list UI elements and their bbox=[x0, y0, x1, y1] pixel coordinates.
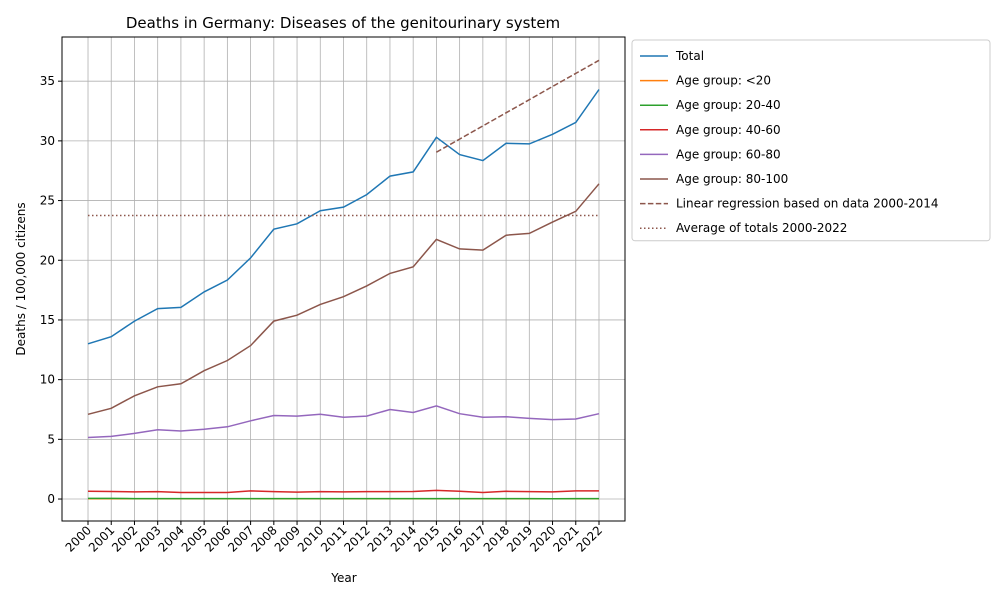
x-tick-label: 2020 bbox=[527, 523, 558, 554]
legend-label: Total bbox=[675, 49, 704, 63]
x-tick-label: 2002 bbox=[109, 523, 140, 554]
x-tick-label: 2000 bbox=[63, 523, 94, 554]
x-tick-label: 2013 bbox=[365, 523, 396, 554]
legend-box bbox=[632, 40, 990, 241]
x-tick-label: 2019 bbox=[504, 523, 535, 554]
x-tick-label: 2022 bbox=[574, 523, 605, 554]
x-tick-label: 2005 bbox=[179, 523, 210, 554]
x-tick-label: 2014 bbox=[388, 523, 419, 554]
x-tick-label: 2021 bbox=[550, 523, 581, 554]
y-tick-label: 10 bbox=[40, 373, 55, 387]
x-tick-label: 2009 bbox=[272, 523, 303, 554]
x-tick-label: 2006 bbox=[202, 523, 233, 554]
x-tick-label: 2017 bbox=[457, 523, 488, 554]
y-axis-label: Deaths / 100,000 citizens bbox=[14, 202, 28, 355]
y-tick-label: 20 bbox=[40, 253, 55, 267]
legend-label: Age group: 40-60 bbox=[676, 123, 781, 137]
x-tick-label: 2012 bbox=[341, 523, 372, 554]
x-tick-label: 2007 bbox=[225, 523, 256, 554]
legend-label: Average of totals 2000-2022 bbox=[676, 221, 847, 235]
x-tick-label: 2004 bbox=[156, 523, 187, 554]
y-tick-label: 15 bbox=[40, 313, 55, 327]
series-line bbox=[436, 60, 599, 152]
x-axis-label: Year bbox=[330, 571, 356, 585]
legend-label: Age group: <20 bbox=[676, 74, 771, 88]
y-tick-label: 0 bbox=[47, 492, 55, 506]
y-tick-label: 30 bbox=[40, 134, 55, 148]
x-tick-label: 2001 bbox=[86, 523, 117, 554]
legend-label: Age group: 20-40 bbox=[676, 98, 781, 112]
x-tick-label: 2015 bbox=[411, 523, 442, 554]
legend-label: Age group: 80-100 bbox=[676, 172, 788, 186]
chart-title: Deaths in Germany: Diseases of the genit… bbox=[126, 14, 560, 32]
x-tick-label: 2008 bbox=[248, 523, 279, 554]
x-tick-label: 2018 bbox=[481, 523, 512, 554]
x-tick-label: 2003 bbox=[132, 523, 163, 554]
y-tick-label: 25 bbox=[40, 194, 55, 208]
x-tick-label: 2016 bbox=[434, 523, 465, 554]
legend-label: Linear regression based on data 2000-201… bbox=[676, 197, 938, 211]
x-tick-label: 2011 bbox=[318, 523, 349, 554]
y-tick-label: 5 bbox=[47, 432, 55, 446]
y-tick-label: 35 bbox=[40, 74, 55, 88]
x-tick-label: 2010 bbox=[295, 523, 326, 554]
legend-label: Age group: 60-80 bbox=[676, 147, 781, 161]
